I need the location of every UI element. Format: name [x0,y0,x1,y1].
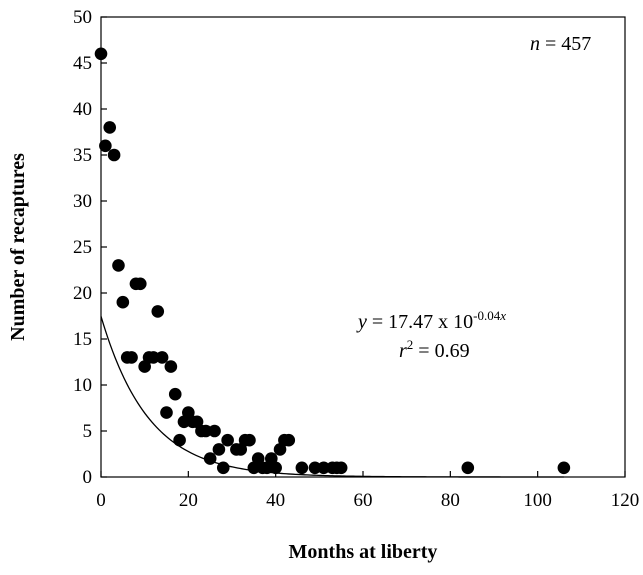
y-tick-label: 30 [73,191,92,212]
y-tick-label: 35 [73,145,92,166]
data-point [151,305,165,318]
y-tick-label: 0 [83,467,93,488]
data-point [317,461,331,475]
data-point [173,433,186,447]
x-tick-label: 60 [354,490,373,511]
x-tick-label: 80 [441,490,460,511]
data-point [103,121,117,134]
x-tick-label: 40 [266,490,285,511]
data-point [208,424,221,438]
data-point [107,148,121,162]
data-point [557,461,571,475]
plot-frame [100,16,626,478]
x-axis: 0 20 40 60 80 100 120 [96,471,639,511]
y-tick-label: 25 [73,237,92,258]
data-point [116,295,130,309]
data-point [308,461,322,475]
data-point [269,461,282,475]
data-point [99,139,112,153]
data-point [164,360,178,373]
data-point [94,47,108,61]
x-tick-label: 120 [611,490,640,511]
y-tick-label: 40 [73,99,92,120]
data-point [199,424,213,438]
data-point [134,277,147,291]
data-point [160,406,173,419]
data-point [243,433,256,447]
data-point [295,461,309,475]
data-points [94,47,571,475]
y-tick-label: 10 [73,375,92,396]
data-point [461,461,475,475]
y-tick-label: 15 [73,329,92,350]
data-point [112,259,125,272]
y-tick-label: 5 [83,421,93,442]
y-tick-label: 50 [73,7,92,28]
x-tick-label: 100 [523,490,552,511]
data-point [125,351,138,364]
data-point [212,443,226,456]
data-point [334,461,348,475]
x-axis-title: Months at liberty [289,541,438,563]
x-tick-label: 20 [179,490,198,511]
y-axis: 0 5 10 15 20 25 30 35 40 45 50 [73,7,107,488]
y-tick-label: 45 [73,53,92,74]
data-point [168,387,182,401]
n-annotation: n = 457 [530,33,591,55]
y-tick-label: 20 [73,283,92,304]
x-tick-label: 0 [96,490,106,511]
equation-annotation: y = 17.47 x 10-0.04x [356,308,506,333]
data-point [203,452,217,465]
data-point [216,461,230,475]
data-point [221,433,234,447]
data-point [155,351,169,364]
data-point [282,433,296,447]
data-point [147,351,160,364]
y-axis-title: Number of recaptures [7,153,29,341]
r-squared-annotation: r2 = 0.69 [399,337,470,362]
